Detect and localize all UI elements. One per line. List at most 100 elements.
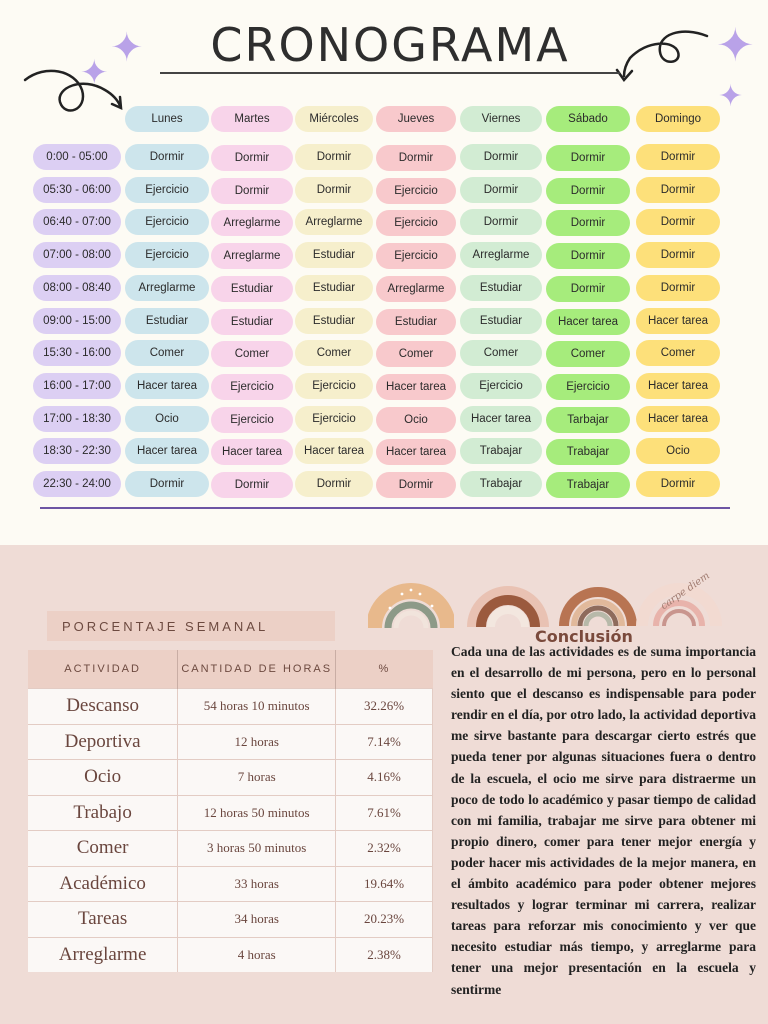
schedule-cell: Ejercicio xyxy=(125,209,209,236)
schedule-cell: Tarbajar xyxy=(546,406,630,433)
schedule-cell: Dormir xyxy=(295,471,373,497)
schedule-cell: Estudiar xyxy=(295,242,373,269)
percent-cell: 20.23% xyxy=(335,901,433,937)
activity-cell: Arreglarme xyxy=(28,936,179,972)
percentage-table-body: Descanso 54 horas 10 minutos 32.26% Deporti… xyxy=(28,688,433,972)
schedule-cell: Estudiar xyxy=(376,308,456,335)
page-title: CRONOGRAMA xyxy=(210,18,570,72)
time-slot: 06:40 - 07:00 xyxy=(33,209,121,236)
schedule-cell: Arreglarme xyxy=(295,209,373,236)
schedule-cell: Dormir xyxy=(636,242,720,269)
schedule-cell: Comer xyxy=(376,341,456,368)
schedule-cell: Ejercicio xyxy=(125,242,209,269)
hours-cell: 33 horas xyxy=(177,865,337,902)
schedule-cell: Ocio xyxy=(636,438,720,465)
schedule-cell: Ocio xyxy=(376,406,456,433)
schedule-cell: Hacer tarea xyxy=(125,372,209,399)
schedule-cell: Dormir xyxy=(460,144,542,170)
schedule-cell: Arreglarme xyxy=(211,210,293,237)
day-header-3: Jueves xyxy=(376,106,456,132)
schedule-cell: Ejercicio xyxy=(460,372,542,399)
time-slot: 07:00 - 08:00 xyxy=(33,242,121,269)
table-row: Ocio 7 horas 4.16% xyxy=(28,759,433,795)
schedule-cell: Trabajar xyxy=(460,471,542,497)
schedule-cell: Dormir xyxy=(546,275,630,302)
percent-cell: 4.16% xyxy=(335,759,433,795)
schedule-cell: Hacer tarea xyxy=(636,372,720,399)
hours-cell: 3 horas 50 minutos xyxy=(177,830,337,866)
rainbow-icon: carpe diem xyxy=(636,570,722,627)
schedule-cell: Dormir xyxy=(546,210,630,237)
schedule-cell: Ejercicio xyxy=(125,176,209,203)
schedule-cell: Dormir xyxy=(295,144,373,170)
hours-cell: 34 horas xyxy=(177,901,337,937)
percent-cell: 19.64% xyxy=(335,865,433,902)
column-header-percent: % xyxy=(335,650,433,689)
percent-cell: 7.14% xyxy=(335,723,433,760)
hours-cell: 12 horas 50 minutos xyxy=(177,794,337,831)
schedule-cell: Dormir xyxy=(125,471,209,497)
rainbow-icon xyxy=(467,586,549,628)
activity-cell: Descanso xyxy=(28,688,179,724)
schedule-cell: Dormir xyxy=(211,177,293,204)
schedule-cell: Hacer tarea xyxy=(636,405,720,432)
schedule-cell: Ejercicio xyxy=(295,372,373,399)
time-slot: 05:30 - 06:00 xyxy=(33,176,121,203)
schedule-cell: Estudiar xyxy=(211,308,293,335)
schedule-cell: Estudiar xyxy=(295,307,373,334)
time-slot: 15:30 - 16:00 xyxy=(33,340,121,367)
schedule-cell: Ejercicio xyxy=(376,243,456,270)
hours-cell: 12 horas xyxy=(177,723,337,760)
hours-cell: 54 horas 10 minutos xyxy=(177,688,337,724)
column-header-hours: CANTIDAD DE HORAS xyxy=(177,650,337,689)
activity-cell: Académico xyxy=(28,865,179,902)
day-header-0: Lunes xyxy=(125,106,209,132)
schedule-cell: Dormir xyxy=(460,209,542,236)
schedule-cell: Hacer tarea xyxy=(125,438,209,465)
day-header-6: Domingo xyxy=(636,106,720,132)
schedule-cell: Dormir xyxy=(295,176,373,203)
schedule-cell: Trabajar xyxy=(460,438,542,465)
percentage-title: PORCENTAJE SEMANAL xyxy=(47,611,335,641)
schedule-cell: Dormir xyxy=(546,177,630,204)
schedule-cell: Arreglarme xyxy=(460,242,542,269)
schedule-cell: Ejercicio xyxy=(211,373,293,400)
day-header-4: Viernes xyxy=(460,106,542,132)
time-slot: 22:30 - 24:00 xyxy=(33,471,121,497)
schedule-cell: Dormir xyxy=(636,274,720,301)
schedule-cell: Estudiar xyxy=(125,307,209,334)
conclusion-text: Cada una de las actividades es de suma i… xyxy=(451,644,756,997)
schedule-cell: Ocio xyxy=(125,405,209,432)
activity-cell: Tareas xyxy=(28,901,179,937)
schedule-cell: Dormir xyxy=(546,243,630,270)
schedule-cell: Hacer tarea xyxy=(376,373,456,400)
schedule-cell: Comer xyxy=(125,340,209,367)
table-row: Arreglarme 4 horas 2.38% xyxy=(28,936,433,972)
activity-cell: Comer xyxy=(28,830,179,866)
time-slot: 18:30 - 22:30 xyxy=(33,438,121,465)
table-row: Comer 3 horas 50 minutos 2.32% xyxy=(28,830,433,866)
percent-cell: 2.32% xyxy=(335,830,433,866)
time-slot: 16:00 - 17:00 xyxy=(33,372,121,399)
hours-cell: 7 horas xyxy=(177,759,337,795)
schedule-cell: Dormir xyxy=(376,145,456,171)
sparkle-icon: ✦ xyxy=(716,19,755,71)
schedule-cell: Ejercicio xyxy=(376,210,456,237)
percent-cell: 7.61% xyxy=(335,794,433,831)
time-slot: 09:00 - 15:00 xyxy=(33,307,121,334)
schedule-cell: Ejercicio xyxy=(376,177,456,204)
schedule-cell: Dormir xyxy=(636,471,720,497)
schedule-cell: Trabajar xyxy=(546,472,630,498)
curly-arrow-icon xyxy=(615,30,709,83)
schedule-cell: Hacer tarea xyxy=(295,438,373,465)
time-slot: 0:00 - 05:00 xyxy=(33,144,121,170)
table-row: Trabajo 12 horas 50 minutos 7.61% xyxy=(28,794,433,831)
schedule-cell: Comer xyxy=(460,340,542,367)
schedule-cell: Hacer tarea xyxy=(460,405,542,432)
schedule-cell: Dormir xyxy=(211,145,293,171)
divider xyxy=(40,507,730,509)
table-row: Académico 33 horas 19.64% xyxy=(28,865,433,902)
schedule-cell: Hacer tarea xyxy=(376,439,456,466)
percent-cell: 32.26% xyxy=(335,688,433,724)
rainbow-icon xyxy=(559,587,637,627)
